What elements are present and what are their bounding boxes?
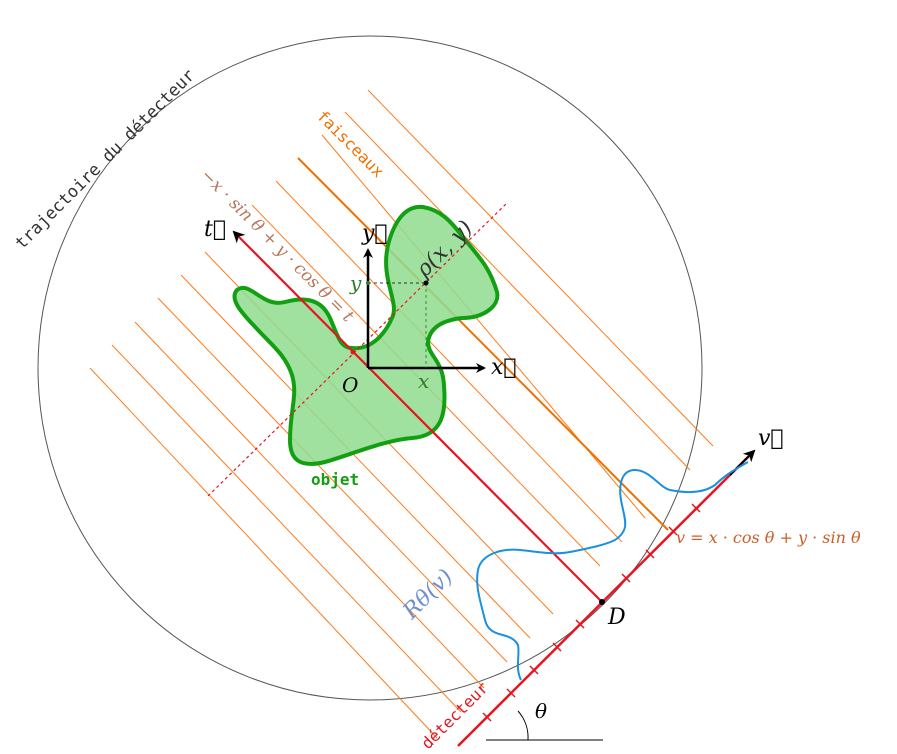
projection-label: Rθ(v) — [398, 565, 458, 625]
point-d-label: D — [607, 605, 626, 630]
beam-line — [275, 180, 623, 543]
v-axis-label: v⃗ — [758, 426, 784, 451]
beam-line — [89, 367, 438, 739]
t-axis-label: t⃗ — [204, 217, 226, 242]
beam-line-main — [297, 157, 669, 531]
beam-line — [367, 89, 714, 447]
y-coord-label: y — [349, 271, 362, 295]
beam-line — [157, 297, 508, 663]
y-point — [366, 281, 370, 285]
object-shape — [232, 204, 500, 466]
detector-trajectory-circle — [37, 35, 703, 701]
x-axis-label: x⃗ — [491, 355, 517, 380]
beam-line — [111, 344, 462, 713]
rho-point — [423, 280, 429, 286]
origin-label: O — [342, 373, 358, 397]
beam-line — [134, 321, 485, 689]
detector-ticks — [482, 503, 701, 722]
origin-red-point — [350, 349, 356, 355]
t-axis-line — [232, 230, 603, 603]
point-d — [599, 599, 605, 605]
beam-line — [180, 274, 531, 639]
v-equation: v = x · cos θ + y · sin θ — [676, 528, 861, 547]
integration-line — [207, 201, 509, 497]
trajectory-label: trajectoire du détecteur — [11, 66, 199, 254]
object-label: objet — [311, 470, 359, 489]
x-coord-label: x — [418, 369, 429, 393]
projection-curve — [476, 461, 749, 681]
angle-label: θ — [535, 699, 547, 723]
y-axis-label: y⃗ — [361, 221, 388, 246]
beam-line — [344, 111, 691, 471]
angle-arc — [517, 710, 529, 741]
